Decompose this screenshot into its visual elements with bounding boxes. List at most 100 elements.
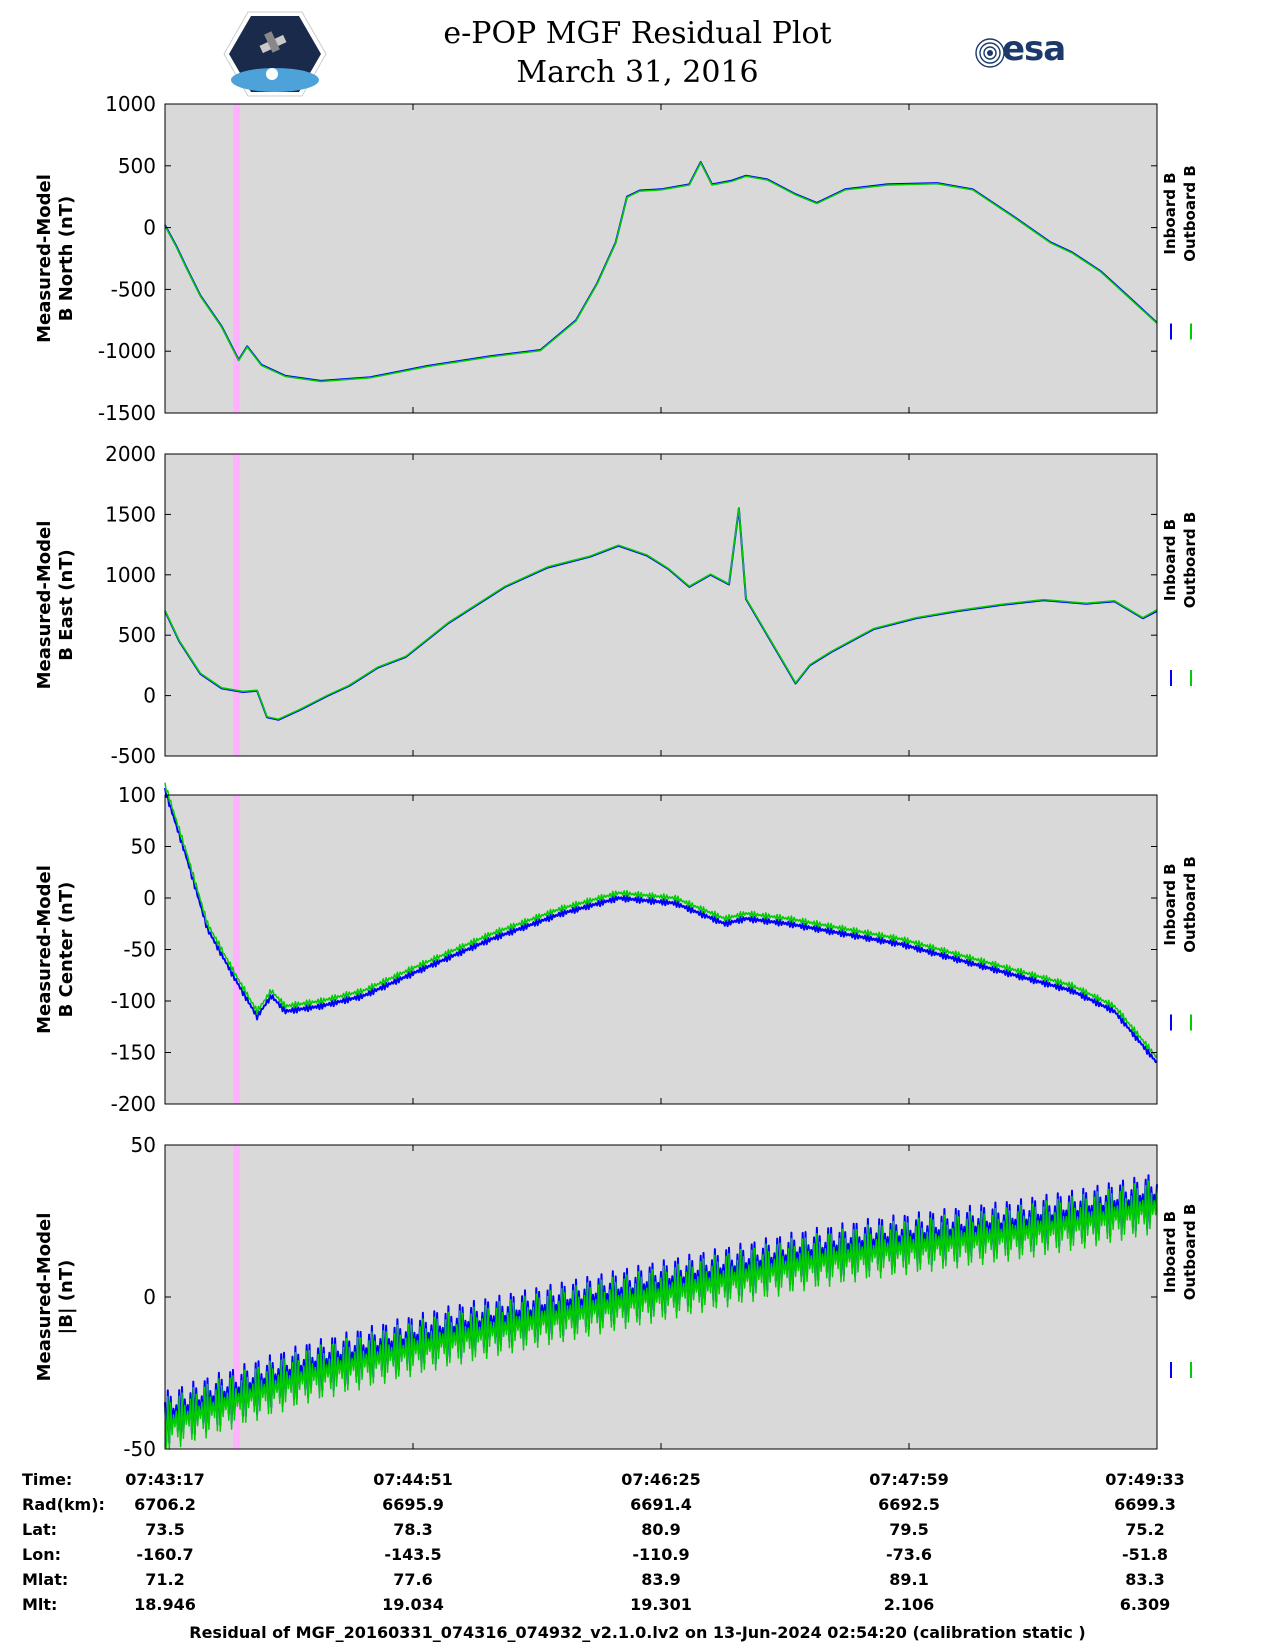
info-row-label: Mlat: [22, 1570, 69, 1589]
info-value: 07:49:33 [1105, 1470, 1185, 1489]
info-value: 75.2 [1125, 1520, 1165, 1539]
highlight-band [233, 1145, 241, 1449]
y-axis-label-line: B North (nT) [56, 196, 77, 322]
y-tick-label: 1500 [105, 502, 156, 526]
legend-label: Inboard B [1161, 863, 1179, 945]
plot-area [165, 795, 1157, 1104]
y-tick-label: 50 [131, 835, 156, 859]
info-value: -73.6 [885, 1545, 933, 1564]
info-row-label: Lon: [22, 1545, 61, 1564]
info-value: 6706.2 [134, 1495, 196, 1514]
legend-label: Outboard B [1181, 856, 1199, 953]
panel-2: 2000 1500 1000 500 0 -500 Measured-ModelB East… [34, 442, 1199, 768]
info-value: 77.6 [393, 1570, 433, 1589]
y-tick-label: 0 [143, 1285, 156, 1309]
panel-1: 1000 500 0 -500 -1000 -1500 Measured-ModelB No… [34, 92, 1199, 425]
info-value: 6691.4 [630, 1495, 692, 1514]
y-axis-label: Measured-Model|B| (nT) [34, 1213, 77, 1382]
y-tick-label: -1000 [98, 339, 156, 363]
info-value: 78.3 [393, 1520, 433, 1539]
y-axis-label-line: Measured-Model [34, 1213, 55, 1382]
info-value: 83.3 [1125, 1570, 1165, 1589]
footer-caption: Residual of MGF_20160331_074316_074932_v… [189, 1623, 1086, 1642]
y-tick-label: -1500 [98, 401, 156, 425]
info-value: 2.106 [883, 1595, 935, 1614]
info-value: 07:44:51 [373, 1470, 453, 1489]
y-tick-label: 2000 [105, 442, 156, 466]
legend: Inboard B Outboard B [1161, 1204, 1199, 1378]
info-value: 19.034 [382, 1595, 444, 1614]
series-line-outboard [164, 507, 1158, 720]
panel-3: 100 50 0 -50 -100 -150 -200 Measured-ModelB Cen… [34, 782, 1199, 1116]
y-tick-label: -500 [111, 277, 156, 301]
y-axis-label-line: Measured-Model [34, 865, 55, 1034]
info-value: -160.7 [136, 1545, 194, 1564]
plot-date: March 31, 2016 [516, 55, 759, 90]
plot-area [165, 104, 1157, 413]
info-value: -143.5 [384, 1545, 442, 1564]
info-value: 18.946 [134, 1595, 196, 1614]
info-value: 07:46:25 [621, 1470, 701, 1489]
info-value: 89.1 [889, 1570, 929, 1589]
highlight-band [233, 454, 241, 756]
legend: Inboard B Outboard B [1161, 856, 1199, 1031]
series-line-inboard [164, 787, 1158, 1064]
esa-logo-icon [975, 38, 1005, 68]
legend-label: Inboard B [1161, 1211, 1179, 1293]
info-row-label: Time: [22, 1470, 73, 1489]
info-value: 6695.9 [382, 1495, 444, 1514]
series-line-outboard [164, 1180, 1158, 1450]
series-line-outboard [164, 782, 1158, 1058]
info-value: 07:47:59 [869, 1470, 949, 1489]
y-axis-label-line: Measured-Model [34, 174, 55, 343]
y-tick-label: 1000 [105, 563, 156, 587]
legend-label: Outboard B [1181, 1204, 1199, 1301]
y-tick-label: -100 [111, 989, 156, 1013]
info-value: 6692.5 [878, 1495, 940, 1514]
info-value: 6699.3 [1114, 1495, 1176, 1514]
y-tick-label: 0 [143, 216, 156, 240]
highlight-band [233, 104, 241, 413]
plot-title: e-POP MGF Residual Plot [443, 16, 832, 51]
esa-logo-text: esa [1002, 29, 1066, 69]
info-value: 83.9 [641, 1570, 681, 1589]
legend-label: Outboard B [1181, 165, 1199, 262]
y-axis-label-line: Measured-Model [34, 521, 55, 690]
series-line-outboard [164, 161, 1158, 383]
info-row-label: Rad(km): [22, 1495, 105, 1514]
info-value: 73.5 [145, 1520, 185, 1539]
legend-label: Inboard B [1161, 172, 1179, 254]
y-tick-label: -150 [111, 1041, 156, 1065]
y-tick-label: -500 [111, 744, 156, 768]
y-axis-label: Measured-ModelB North (nT) [34, 174, 77, 343]
info-row-label: Lat: [22, 1520, 58, 1539]
y-axis-label-line: B Center (nT) [56, 882, 77, 1018]
info-row-label: Mlt: [22, 1595, 58, 1614]
y-axis-label: Measured-ModelB East (nT) [34, 521, 77, 690]
info-value: 79.5 [889, 1520, 929, 1539]
y-tick-label: 0 [143, 684, 156, 708]
y-tick-label: 1000 [105, 92, 156, 116]
highlight-band [233, 795, 241, 1104]
y-tick-label: 100 [118, 783, 156, 807]
info-value: -110.9 [632, 1545, 690, 1564]
info-value: -51.8 [1121, 1545, 1169, 1564]
info-value: 80.9 [641, 1520, 681, 1539]
info-value: 19.301 [630, 1595, 692, 1614]
y-axis-label-line: |B| (nT) [56, 1260, 77, 1335]
legend-label: Inboard B [1161, 519, 1179, 601]
y-tick-label: 500 [118, 154, 156, 178]
info-value: 07:43:17 [125, 1470, 205, 1489]
y-tick-label: 500 [118, 623, 156, 647]
legend: Inboard B Outboard B [1161, 512, 1199, 686]
y-tick-label: -50 [123, 1437, 156, 1461]
y-axis-label-line: B East (nT) [56, 549, 77, 661]
panel-4: 50 0 -50 Measured-Model|B| (nT) Inboard B Out… [34, 1133, 1199, 1461]
legend: Inboard B Outboard B [1161, 165, 1199, 340]
cassiope-mission-logo [223, 11, 327, 97]
legend-label: Outboard B [1181, 512, 1199, 609]
y-tick-label: 0 [143, 886, 156, 910]
y-tick-label: 50 [131, 1133, 156, 1157]
info-value: 6.309 [1119, 1595, 1171, 1614]
